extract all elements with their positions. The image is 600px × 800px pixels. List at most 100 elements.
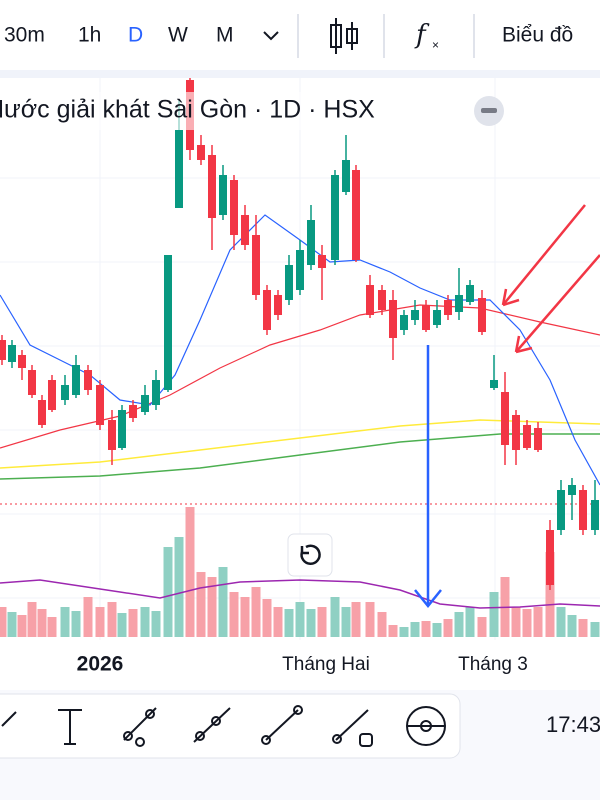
volume-bar (489, 592, 499, 637)
arrow-tool[interactable] (332, 709, 373, 747)
candle-body (366, 285, 374, 315)
volume-bar (37, 609, 47, 637)
ma-red (0, 304, 600, 449)
volume-bar (196, 572, 206, 637)
volume-bar (432, 623, 442, 637)
volume-bar (443, 619, 453, 637)
candle-body (389, 300, 397, 338)
interval-button[interactable]: D (128, 24, 143, 47)
candle-body (546, 530, 554, 585)
candle-body (455, 295, 463, 312)
candle-type-icon[interactable] (330, 18, 358, 54)
interval-button[interactable]: 1h (78, 24, 101, 47)
volume-bar (140, 607, 150, 637)
volume-bar (465, 607, 475, 637)
volume-bar (284, 609, 294, 637)
candle-body (568, 485, 576, 495)
reset-button[interactable] (287, 533, 333, 577)
candle-body (8, 345, 16, 362)
volume-bar (117, 613, 127, 637)
volume-bar (341, 607, 351, 637)
candle-body (534, 428, 542, 450)
line-tool[interactable] (261, 705, 303, 745)
volume-bar (511, 607, 521, 637)
volume-bar (317, 607, 327, 637)
top-toolbar: 30m 1h D W M f × Biểu đồ (0, 14, 600, 78)
candle-body (219, 175, 227, 215)
volume-bar (95, 607, 105, 637)
candle-body (152, 380, 160, 405)
time-label: 2026 (77, 653, 124, 676)
interval-button[interactable]: M (216, 24, 234, 47)
candles (0, 78, 599, 590)
drawing-tools (1, 705, 446, 747)
volume-bar (151, 611, 161, 637)
chart-type-button[interactable]: Biểu đồ (502, 24, 573, 47)
volume-bar (306, 609, 316, 637)
measure-tool[interactable] (406, 706, 446, 746)
candle-body (490, 380, 498, 388)
volume-bar (229, 592, 239, 637)
candle-body (164, 255, 172, 390)
candle-body (422, 305, 430, 330)
volume-bar (207, 577, 217, 637)
interval-button[interactable]: 30m (4, 24, 45, 47)
candle-body (252, 235, 260, 295)
candle-body (28, 370, 36, 395)
candle-body (591, 500, 599, 530)
volume-bar (351, 602, 361, 637)
reset-icon (300, 546, 309, 555)
candle-body (318, 255, 326, 268)
volume-bar (454, 612, 464, 637)
toolbar-shadow (0, 70, 600, 78)
volume-bar (262, 599, 272, 637)
volume-bars (0, 507, 600, 637)
ray-tool[interactable] (193, 707, 231, 743)
candle-body (0, 340, 6, 360)
candle-body (118, 410, 126, 448)
candle-body (411, 310, 419, 320)
dropdown-icon[interactable] (263, 31, 279, 41)
candle-body (579, 490, 587, 530)
blue-arrow (414, 345, 442, 608)
candle-body (433, 310, 441, 325)
volume-bar (399, 627, 409, 637)
candle-body (241, 215, 249, 245)
ma-green (0, 433, 600, 480)
volume-bar (218, 567, 228, 637)
volume-bar (60, 607, 70, 637)
text-tool[interactable] (58, 709, 82, 745)
candle-body (342, 160, 350, 192)
volume-bar (522, 609, 532, 637)
candle-body (230, 180, 238, 235)
volume-bar (567, 615, 577, 637)
volume-bar (71, 611, 81, 637)
candle-body (61, 385, 69, 400)
candle-body (352, 170, 360, 260)
candle-body (400, 315, 408, 330)
candle-body (197, 145, 205, 160)
volume-bar (83, 597, 93, 637)
volume-bar (163, 547, 173, 637)
interval-button[interactable]: W (168, 24, 188, 47)
volume-bar (240, 597, 250, 637)
volume-bar (477, 617, 487, 637)
candle-body (512, 415, 520, 450)
candle-body (48, 380, 56, 410)
drawing-toolbar (0, 693, 461, 759)
trend-channel-tool[interactable] (123, 707, 157, 747)
volume-bar (590, 622, 600, 637)
clock: 17:43 (546, 712, 600, 737)
candle-body (208, 155, 216, 218)
candle-body (18, 355, 26, 368)
reset-icon (300, 544, 321, 565)
cursor-tool[interactable] (1, 711, 17, 727)
grid (0, 78, 600, 640)
candle-body (501, 392, 509, 445)
volume-bar (27, 602, 37, 637)
volume-bar (185, 507, 195, 637)
candle-body (296, 250, 304, 290)
volume-bar (0, 607, 7, 637)
candle-body (466, 285, 474, 302)
